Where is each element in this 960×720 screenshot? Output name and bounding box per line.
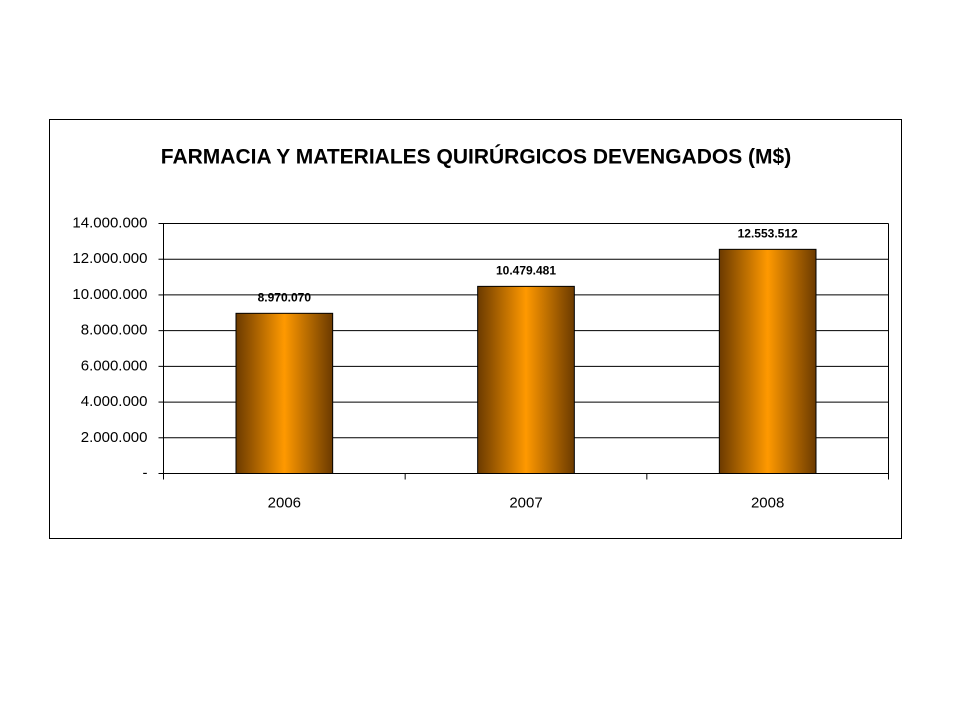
bar <box>477 285 575 475</box>
y-tick-label: 2.000.000 <box>81 429 148 446</box>
bar <box>235 312 334 475</box>
x-tick-label: 2007 <box>509 494 542 511</box>
x-tick-label: 2008 <box>751 494 784 511</box>
x-tick-label: 2006 <box>268 494 301 511</box>
y-tick-label: - <box>143 464 148 481</box>
y-tick-label: 8.000.000 <box>81 322 148 339</box>
chart-title: FARMACIA Y MATERIALES QUIRÚRGICOS DEVENG… <box>161 145 791 169</box>
y-tick-label: 14.000.000 <box>72 214 147 231</box>
y-tick-label: 12.000.000 <box>72 250 147 267</box>
y-tick-label: 10.000.000 <box>72 286 147 303</box>
value-label: 8.970.070 <box>258 290 312 304</box>
y-tick-label: 6.000.000 <box>81 357 148 374</box>
bar <box>718 248 817 474</box>
y-tick-label: 4.000.000 <box>81 393 148 410</box>
value-label: 10.479.481 <box>496 264 556 278</box>
value-label: 12.553.512 <box>738 227 798 241</box>
